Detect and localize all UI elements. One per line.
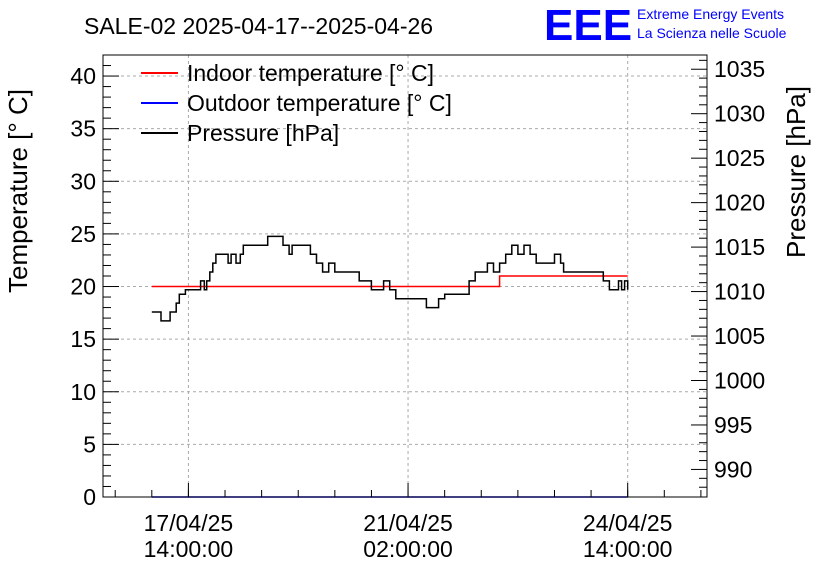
series-layer	[151, 235, 629, 498]
y2-tick-label: 1025	[714, 145, 765, 171]
y-tick-label: 5	[83, 431, 96, 457]
eee-logo-line1: Extreme Energy Events	[637, 6, 784, 22]
axes: 17/04/2514:00:0021/04/2502:00:0024/04/25…	[70, 56, 765, 562]
x-tick-label-time: 14:00:00	[583, 536, 673, 562]
y2-tick-label: 1015	[714, 234, 765, 260]
x-tick-label: 17/04/25	[144, 510, 234, 536]
series-line-0	[151, 275, 628, 288]
legend-label-1: Outdoor temperature [° C]	[187, 90, 452, 116]
y-tick-label: 10	[70, 379, 96, 405]
x-tick-label-time: 02:00:00	[363, 536, 453, 562]
eee-logo: EEE Extreme Energy Events La Scienza nel…	[544, 1, 787, 50]
y-tick-label: 25	[70, 221, 96, 247]
x-tick-label: 21/04/25	[363, 510, 453, 536]
chart-title: SALE-02 2025-04-17--2025-04-26	[84, 13, 433, 39]
x-tick-label-time: 14:00:00	[144, 536, 234, 562]
series-line-2	[151, 235, 629, 322]
y2-tick-label: 1010	[714, 279, 765, 305]
y-tick-label: 40	[70, 63, 96, 89]
legend: Indoor temperature [° C] Outdoor temperat…	[141, 60, 452, 146]
y-tick-label: 20	[70, 274, 96, 300]
legend-label-2: Pressure [hPa]	[187, 120, 339, 146]
x-tick-label: 24/04/25	[583, 510, 673, 536]
eee-logo-text: EEE	[544, 1, 632, 50]
y2-tick-label: 995	[714, 412, 752, 438]
y2-tick-label: 1000	[714, 367, 765, 393]
y-tick-label: 0	[83, 484, 96, 510]
y2-tick-label: 1030	[714, 101, 765, 127]
y-tick-label: 15	[70, 326, 96, 352]
y-tick-label: 35	[70, 116, 96, 142]
y2-tick-label: 1005	[714, 323, 765, 349]
y2-axis-label: Pressure [hPa]	[781, 86, 811, 258]
y2-tick-label: 1020	[714, 190, 765, 216]
legend-label-0: Indoor temperature [° C]	[187, 60, 434, 86]
y2-tick-label: 1035	[714, 56, 765, 82]
eee-logo-line2: La Scienza nelle Scuole	[637, 25, 787, 41]
y-tick-label: 30	[70, 168, 96, 194]
y-axis-label: Temperature [° C]	[3, 89, 33, 293]
y2-tick-label: 990	[714, 456, 752, 482]
